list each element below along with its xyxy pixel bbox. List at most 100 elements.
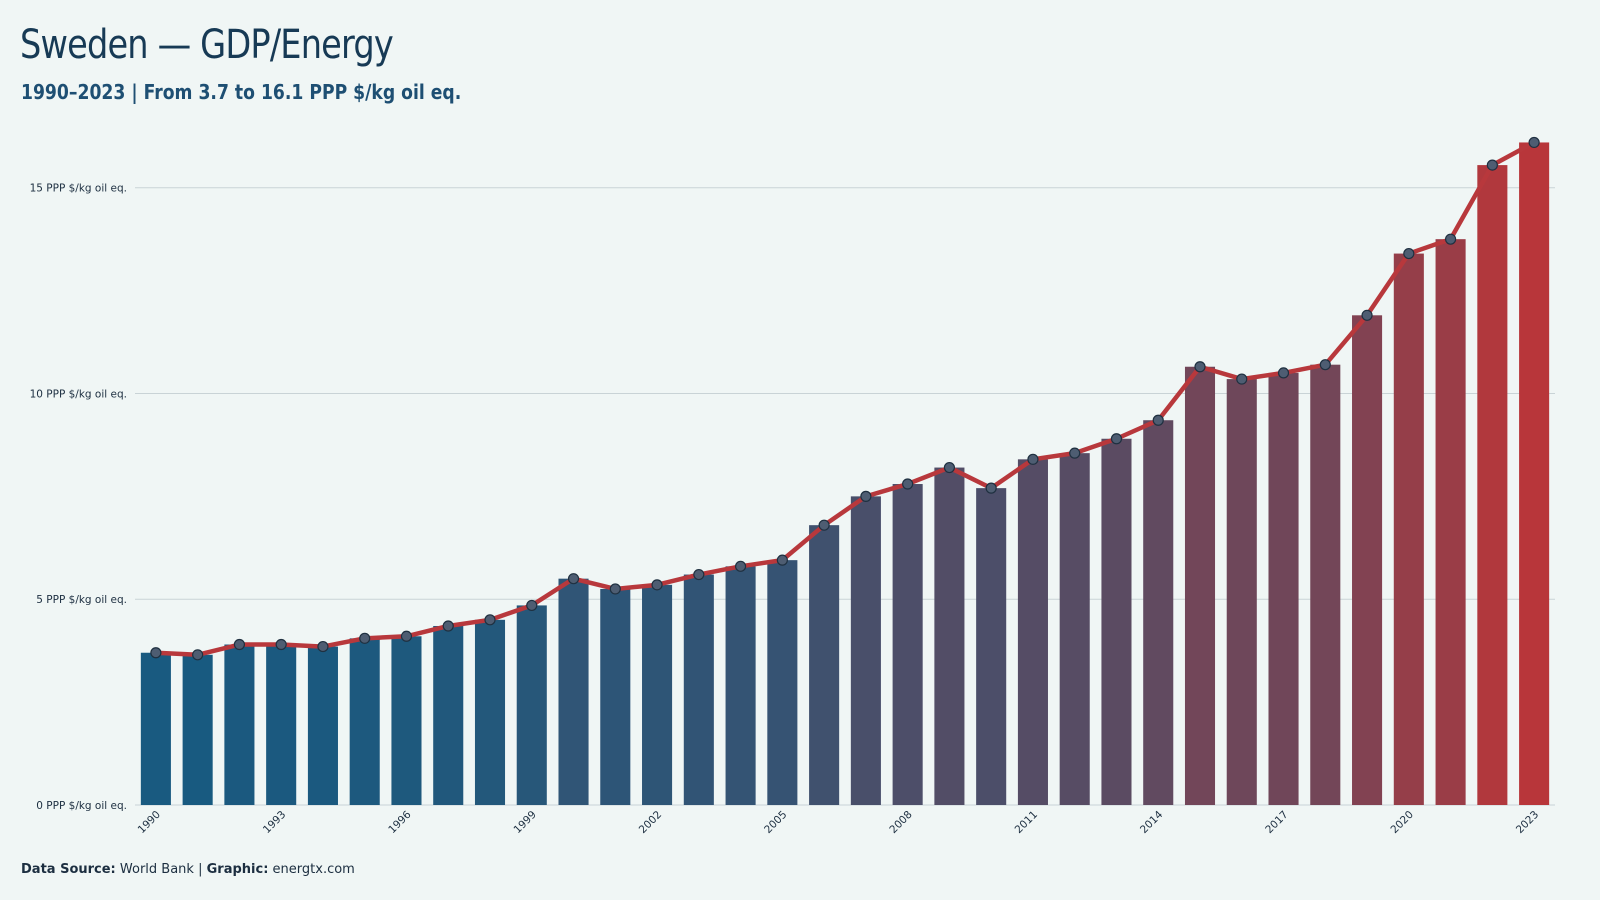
y-tick-label: 5 PPP $/kg oil eq.: [36, 594, 127, 606]
data-point-marker: [609, 583, 621, 595]
bar: [1184, 366, 1216, 805]
y-tick-label: 0 PPP $/kg oil eq.: [36, 800, 127, 812]
bars: [140, 142, 1550, 806]
bar: [1519, 142, 1550, 806]
footer-separator: |: [198, 862, 203, 877]
bar: [474, 619, 506, 805]
bar: [266, 644, 297, 805]
bar: [1393, 253, 1424, 805]
data-point-marker: [275, 638, 287, 651]
data-point-marker: [1361, 309, 1373, 321]
data-point-marker: [192, 649, 204, 661]
data-point-marker: [860, 490, 872, 502]
bar: [1477, 165, 1508, 805]
data-point-marker: [1236, 373, 1248, 385]
bar: [1101, 438, 1132, 805]
data-point-marker: [734, 560, 747, 572]
data-point-marker: [359, 632, 371, 644]
bar: [767, 560, 798, 805]
bar: [1017, 459, 1048, 805]
x-tick-label: 2020: [1389, 809, 1416, 836]
data-point-marker: [1319, 359, 1331, 371]
bar: [1435, 239, 1466, 805]
data-point-marker: [943, 461, 956, 474]
x-tick-label: 2014: [1138, 808, 1166, 836]
x-axis-ticks: 1990 1993 1996 1999 2002 2005 2008 2011 2014 2017…: [136, 808, 1542, 836]
markers: [150, 136, 1540, 661]
source-label: Data Source:: [21, 862, 116, 877]
x-tick-label: 1996: [386, 808, 414, 836]
bar: [809, 525, 840, 805]
bar: [516, 605, 547, 805]
x-tick-label: 2005: [762, 809, 789, 836]
data-point-marker: [317, 640, 329, 653]
y-tick-label: 10 PPP $/kg oil eq.: [30, 388, 127, 400]
data-point-marker: [818, 519, 830, 531]
data-point-marker: [1152, 414, 1164, 426]
data-point-marker: [233, 638, 246, 651]
footer-credits: Data Source: World Bank | Graphic: energ…: [21, 862, 355, 877]
data-point-marker: [484, 614, 496, 626]
x-tick-label: 1990: [136, 809, 163, 836]
y-axis-ticks: 0 PPP $/kg oil eq. 5 PPP $/kg oil eq. 10 P…: [30, 183, 127, 812]
x-tick-label: 1999: [511, 809, 538, 836]
y-tick-label: 15 PPP $/kg oil eq.: [30, 183, 127, 195]
source-value: World Bank: [119, 862, 194, 877]
x-tick-label: 2023: [1514, 809, 1541, 836]
data-point-marker: [1069, 447, 1081, 459]
graphic-value: energtx.com: [272, 862, 355, 877]
bar: [892, 484, 923, 805]
gridlines: [135, 187, 1555, 806]
bar: [1143, 420, 1174, 805]
graphic-label: Graphic:: [206, 862, 269, 877]
bar: [683, 574, 714, 805]
x-tick-label: 2008: [887, 809, 914, 836]
bar: [1310, 364, 1341, 805]
data-point-marker: [902, 478, 914, 490]
data-point-marker: [1444, 233, 1457, 245]
data-point-marker: [776, 554, 788, 566]
bar: [224, 644, 255, 805]
data-point-marker: [1277, 367, 1290, 379]
bar: [558, 578, 589, 805]
bar: [1059, 453, 1090, 805]
data-point-marker: [1528, 136, 1540, 149]
data-point-marker: [1194, 361, 1206, 373]
data-point-marker: [526, 599, 538, 612]
bar: [725, 566, 756, 805]
data-point-marker: [1110, 433, 1123, 445]
trend-line: [153, 140, 1537, 658]
bar: [307, 646, 338, 805]
trend-line-path: [153, 140, 1537, 658]
bar: [140, 652, 171, 805]
data-point-marker: [1027, 453, 1039, 465]
bar: [433, 625, 464, 805]
bar: [600, 588, 631, 805]
data-point-marker: [150, 647, 162, 659]
bar: [934, 467, 965, 805]
bar: [976, 488, 1007, 805]
bar: [1268, 372, 1299, 805]
data-point-marker: [442, 620, 454, 632]
data-point-marker: [693, 568, 705, 581]
bar: [1226, 379, 1257, 805]
bar: [1352, 315, 1383, 805]
bar: [850, 496, 881, 805]
chart-subtitle: 1990–2023 | From 3.7 to 16.1 PPP $/kg oi…: [21, 80, 462, 104]
data-point-marker: [400, 630, 413, 642]
bar: [642, 584, 673, 805]
data-point-marker: [1486, 159, 1498, 171]
x-tick-label: 2011: [1013, 809, 1040, 836]
data-point-marker: [985, 482, 997, 494]
data-point-marker: [1403, 247, 1415, 260]
chart-title: Sweden — GDP/Energy: [20, 22, 394, 68]
data-point-marker: [651, 579, 663, 591]
x-tick-label: 2017: [1263, 809, 1290, 836]
x-tick-label: 2002: [637, 809, 664, 836]
bar: [391, 636, 422, 805]
data-point-marker: [567, 573, 580, 585]
bar: [182, 654, 213, 805]
x-tick-label: 1993: [261, 809, 288, 836]
